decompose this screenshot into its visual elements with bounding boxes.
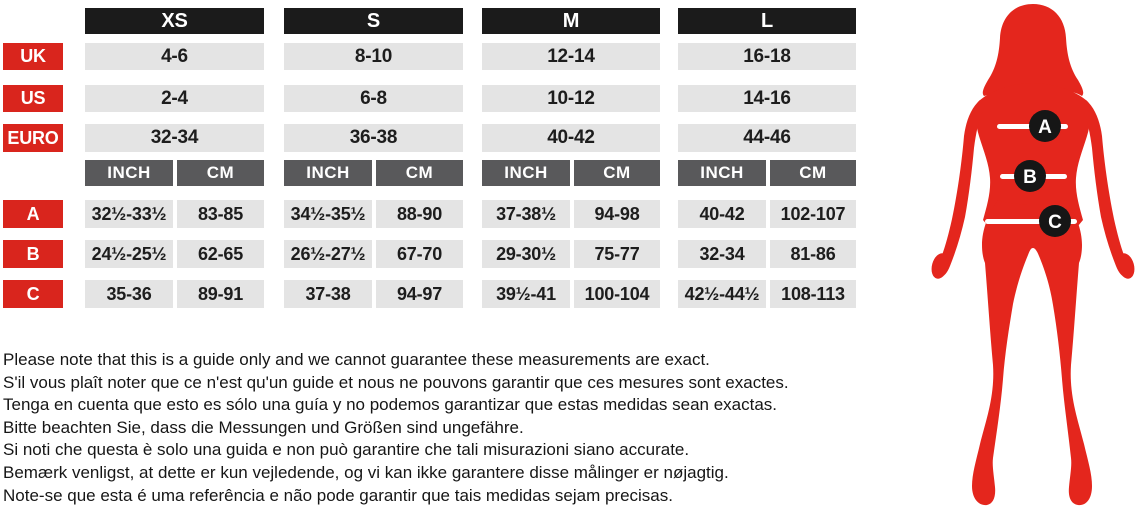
cm-header-l: CM — [770, 160, 856, 186]
b-cm-l: 81-86 — [770, 240, 856, 268]
row-label-b: B — [3, 240, 63, 268]
disclaimer-text: Please note that this is a guide only an… — [3, 349, 883, 507]
figure-left-arm — [936, 100, 986, 277]
measurement-figure: A B C — [900, 0, 1136, 516]
row-label-euro: EURO — [3, 124, 63, 152]
marker-c-label: C — [1048, 212, 1062, 233]
marker-a-circle — [1029, 110, 1061, 142]
uk-value-xs: 4-6 — [85, 43, 264, 70]
inch-header-m: INCH — [482, 160, 570, 186]
uk-value-s: 8-10 — [284, 43, 463, 70]
euro-value-m: 40-42 — [482, 124, 660, 152]
b-inch-m: 29-30½ — [482, 240, 570, 268]
uk-value-l: 16-18 — [678, 43, 856, 70]
b-inch-l: 32-34 — [678, 240, 766, 268]
a-inch-xs: 32½-33½ — [85, 200, 173, 228]
figure-left-hand — [931, 253, 949, 279]
c-inch-xs: 35-36 — [85, 280, 173, 308]
b-inch-xs: 24½-25½ — [85, 240, 173, 268]
a-inch-l: 40-42 — [678, 200, 766, 228]
disclaimer-line-it: Si noti che questa è solo una guida e no… — [3, 440, 690, 460]
uk-value-m: 12-14 — [482, 43, 660, 70]
b-cm-xs: 62-65 — [177, 240, 264, 268]
inch-header-xs: INCH — [85, 160, 173, 186]
us-value-xs: 2-4 — [85, 85, 264, 112]
a-cm-l: 102-107 — [770, 200, 856, 228]
disclaimer-line-en: Please note that this is a guide only an… — [3, 350, 710, 369]
b-inch-s: 26½-27½ — [284, 240, 372, 268]
figure-right-hand — [1117, 253, 1135, 279]
size-header-m: M — [482, 8, 660, 34]
a-inch-s: 34½-35½ — [284, 200, 372, 228]
row-label-uk: UK — [3, 43, 63, 70]
disclaimer-line-da: Bemærk venligst, at dette er kun vejlede… — [3, 462, 729, 482]
b-cm-s: 67-70 — [376, 240, 463, 268]
c-inch-l: 42½-44½ — [678, 280, 766, 308]
euro-value-s: 36-38 — [284, 124, 463, 152]
c-cm-xs: 89-91 — [177, 280, 264, 308]
a-cm-s: 88-90 — [376, 200, 463, 228]
c-inch-m: 39½-41 — [482, 280, 570, 308]
marker-a-label: A — [1038, 117, 1052, 138]
c-cm-s: 94-97 — [376, 280, 463, 308]
figure-torso — [975, 83, 1091, 237]
marker-c-circle — [1039, 205, 1071, 237]
c-cm-l: 108-113 — [770, 280, 856, 308]
inch-header-l: INCH — [678, 160, 766, 186]
euro-value-xs: 32-34 — [85, 124, 264, 152]
disclaimer-line-de: Bitte beachten Sie, dass die Messungen u… — [3, 417, 524, 437]
us-value-s: 6-8 — [284, 85, 463, 112]
a-cm-m: 94-98 — [574, 200, 660, 228]
size-header-s: S — [284, 8, 463, 34]
disclaimer-line-pt: Note-se que esta é uma referência e não … — [3, 485, 673, 505]
euro-value-l: 44-46 — [678, 124, 856, 152]
marker-b-label: B — [1023, 167, 1037, 188]
cm-header-s: CM — [376, 160, 463, 186]
size-header-l: L — [678, 8, 856, 34]
figure-head — [982, 4, 1084, 96]
a-cm-xs: 83-85 — [177, 200, 264, 228]
size-header-xs: XS — [85, 8, 264, 34]
disclaimer-line-fr: S'il vous plaît noter que ce n'est qu'un… — [3, 372, 789, 392]
figure-legs — [972, 200, 1092, 506]
a-inch-m: 37-38½ — [482, 200, 570, 228]
cm-header-m: CM — [574, 160, 660, 186]
marker-b-circle — [1014, 160, 1046, 192]
row-label-c: C — [3, 280, 63, 308]
female-silhouette-graphic: A B C — [931, 4, 1135, 506]
row-label-a: A — [3, 200, 63, 228]
c-inch-s: 37-38 — [284, 280, 372, 308]
disclaimer-line-es: Tenga en cuenta que esto es sólo una guí… — [3, 395, 778, 415]
c-cm-m: 100-104 — [574, 280, 660, 308]
figure-right-arm — [1080, 100, 1130, 277]
cm-header-xs: CM — [177, 160, 264, 186]
b-cm-m: 75-77 — [574, 240, 660, 268]
us-value-l: 14-16 — [678, 85, 856, 112]
row-label-us: US — [3, 85, 63, 112]
us-value-m: 10-12 — [482, 85, 660, 112]
inch-header-s: INCH — [284, 160, 372, 186]
